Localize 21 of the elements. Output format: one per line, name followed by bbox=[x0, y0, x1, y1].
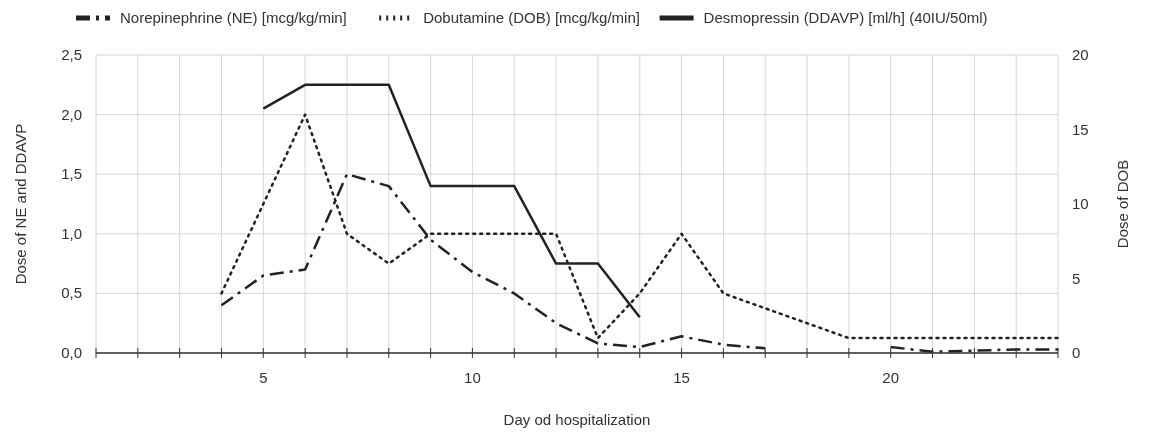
y-tick-label: 0,0 bbox=[61, 344, 82, 361]
y2-tick-label: 0 bbox=[1072, 344, 1081, 361]
x-tick-label: 5 bbox=[259, 369, 268, 386]
legend-label: Norepinephrine (NE) [mcg/kg/min] bbox=[120, 9, 347, 26]
x-tick-label: 10 bbox=[464, 369, 481, 386]
y2-tick-label: 5 bbox=[1072, 269, 1081, 287]
y2-tick-label: 20 bbox=[1072, 46, 1089, 63]
legend-label: Desmopressin (DDAVP) [ml/h] (40IU/50ml) bbox=[703, 9, 988, 26]
y-tick-label: 2,0 bbox=[61, 105, 82, 123]
x-axis-title: Day od hospitalization bbox=[503, 411, 651, 428]
y2-axis-title: Dose of DOB bbox=[1114, 159, 1131, 249]
x-tick-label: 15 bbox=[673, 369, 690, 386]
y2-tick-label: 10 bbox=[1072, 195, 1089, 212]
y-tick-label: 1,0 bbox=[61, 224, 82, 242]
y-tick-label: 1,5 bbox=[61, 165, 82, 183]
legend-label: Dobutamine (DOB) [mcg/kg/min] bbox=[423, 9, 640, 26]
y-tick-label: 0,5 bbox=[61, 284, 82, 302]
y-tick-label: 2,5 bbox=[61, 46, 82, 63]
x-tick-label: 20 bbox=[882, 369, 900, 386]
y2-tick-label: 15 bbox=[1072, 120, 1089, 138]
y-axis-title: Dose of NE and DDAVP bbox=[12, 123, 29, 285]
